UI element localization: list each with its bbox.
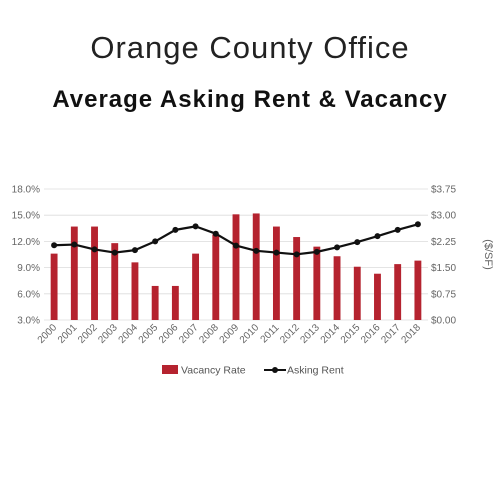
- vacancy-rate-bar: [212, 234, 220, 320]
- x-tick-label: 2001: [56, 322, 80, 346]
- y-right-tick-label: $3.75: [431, 185, 456, 196]
- asking-rent-point: [51, 242, 58, 249]
- chart-subtitle: Average Asking Rent & Vacancy: [52, 86, 448, 113]
- y-left-tick-label: 6.0%: [17, 289, 40, 300]
- legend-swatch-rent-marker: [272, 367, 278, 373]
- x-tick-label: 2011: [259, 322, 282, 345]
- asking-rent-point: [192, 223, 199, 230]
- x-tick-label: 2012: [278, 322, 302, 346]
- x-tick-label: 2015: [339, 322, 363, 346]
- vacancy-rate-bar: [192, 253, 200, 320]
- x-tick-label: 2003: [96, 322, 120, 346]
- x-tick-label: 2005: [137, 322, 161, 346]
- asking-rent-point: [253, 247, 260, 254]
- asking-rent-point: [414, 221, 421, 228]
- asking-rent-point: [233, 242, 239, 249]
- chart-title: Orange County Office: [90, 30, 410, 65]
- x-tick-label: 2010: [238, 322, 262, 346]
- asking-rent-point: [91, 246, 98, 253]
- asking-rent-point: [131, 247, 138, 254]
- asking-rent-point: [354, 239, 361, 246]
- asking-rent-point: [394, 226, 401, 233]
- vacancy-rate-bar: [313, 246, 321, 320]
- y-right-tick-label: $0.00: [431, 316, 456, 327]
- vacancy-rate-bar: [374, 273, 381, 320]
- y-right-tick-label: $2.25: [431, 237, 456, 248]
- vacancy-rate-bar: [70, 226, 78, 320]
- legend-label-rent: Asking Rent: [287, 365, 344, 377]
- y-left-tick-label: 3.0%: [17, 316, 40, 327]
- y-left-tick-label: 9.0%: [17, 263, 40, 274]
- y-left-tick-label: 15.0%: [12, 211, 40, 222]
- vacancy-rate-bar: [414, 260, 422, 320]
- asking-rent-point: [152, 238, 159, 245]
- vacancy-rate-bar: [232, 214, 240, 320]
- x-tick-label: 2007: [177, 322, 201, 346]
- x-tick-label: 2006: [157, 322, 181, 346]
- vacancy-rate-bar: [91, 226, 98, 320]
- x-tick-label: 2002: [76, 322, 100, 346]
- y-right-tick-label: $3.00: [431, 211, 456, 222]
- vacancy-rate-bar: [151, 285, 159, 320]
- x-tick-label: 2013: [298, 322, 322, 346]
- asking-rent-point: [71, 241, 78, 248]
- asking-rent-point: [172, 226, 179, 233]
- x-tick-label: 2008: [197, 322, 221, 346]
- asking-rent-point: [293, 251, 300, 258]
- x-tick-label: 2009: [218, 322, 242, 346]
- x-tick-label: 2004: [117, 322, 141, 346]
- legend-label-vacancy: Vacancy Rate: [181, 365, 246, 377]
- x-tick-label: 2018: [400, 322, 424, 346]
- asking-rent-point: [111, 249, 118, 256]
- y-left-tick-label: 18.0%: [12, 185, 40, 196]
- vacancy-rate-bar: [394, 264, 402, 320]
- asking-rent-point: [334, 244, 341, 251]
- vacancy-rate-bar: [293, 237, 301, 320]
- vacancy-rate-bar: [50, 253, 58, 320]
- asking-rent-point: [374, 233, 381, 240]
- y-right-tick-label: $1.50: [431, 263, 456, 274]
- vacancy-rate-bar: [131, 262, 139, 320]
- vacancy-rate-bar: [252, 213, 260, 320]
- vacancy-rate-bar: [111, 243, 119, 320]
- y-right-axis-label: ($/SF): [482, 239, 494, 270]
- y-right-tick-label: $0.75: [431, 289, 456, 300]
- y-left-tick-label: 12.0%: [12, 237, 40, 248]
- vacancy-rate-bar: [171, 285, 179, 320]
- x-tick-label: 2016: [359, 322, 383, 346]
- vacancy-rate-bar: [272, 226, 280, 320]
- vacancy-rate-bar: [333, 256, 341, 320]
- x-tick-label: 2014: [319, 322, 343, 346]
- x-tick-label: 2017: [379, 322, 403, 346]
- vacancy-rate-bar: [353, 266, 361, 320]
- asking-rent-point: [273, 249, 280, 256]
- asking-rent-point: [212, 230, 219, 237]
- asking-rent-point: [313, 248, 320, 255]
- legend-swatch-vacancy: [162, 365, 178, 374]
